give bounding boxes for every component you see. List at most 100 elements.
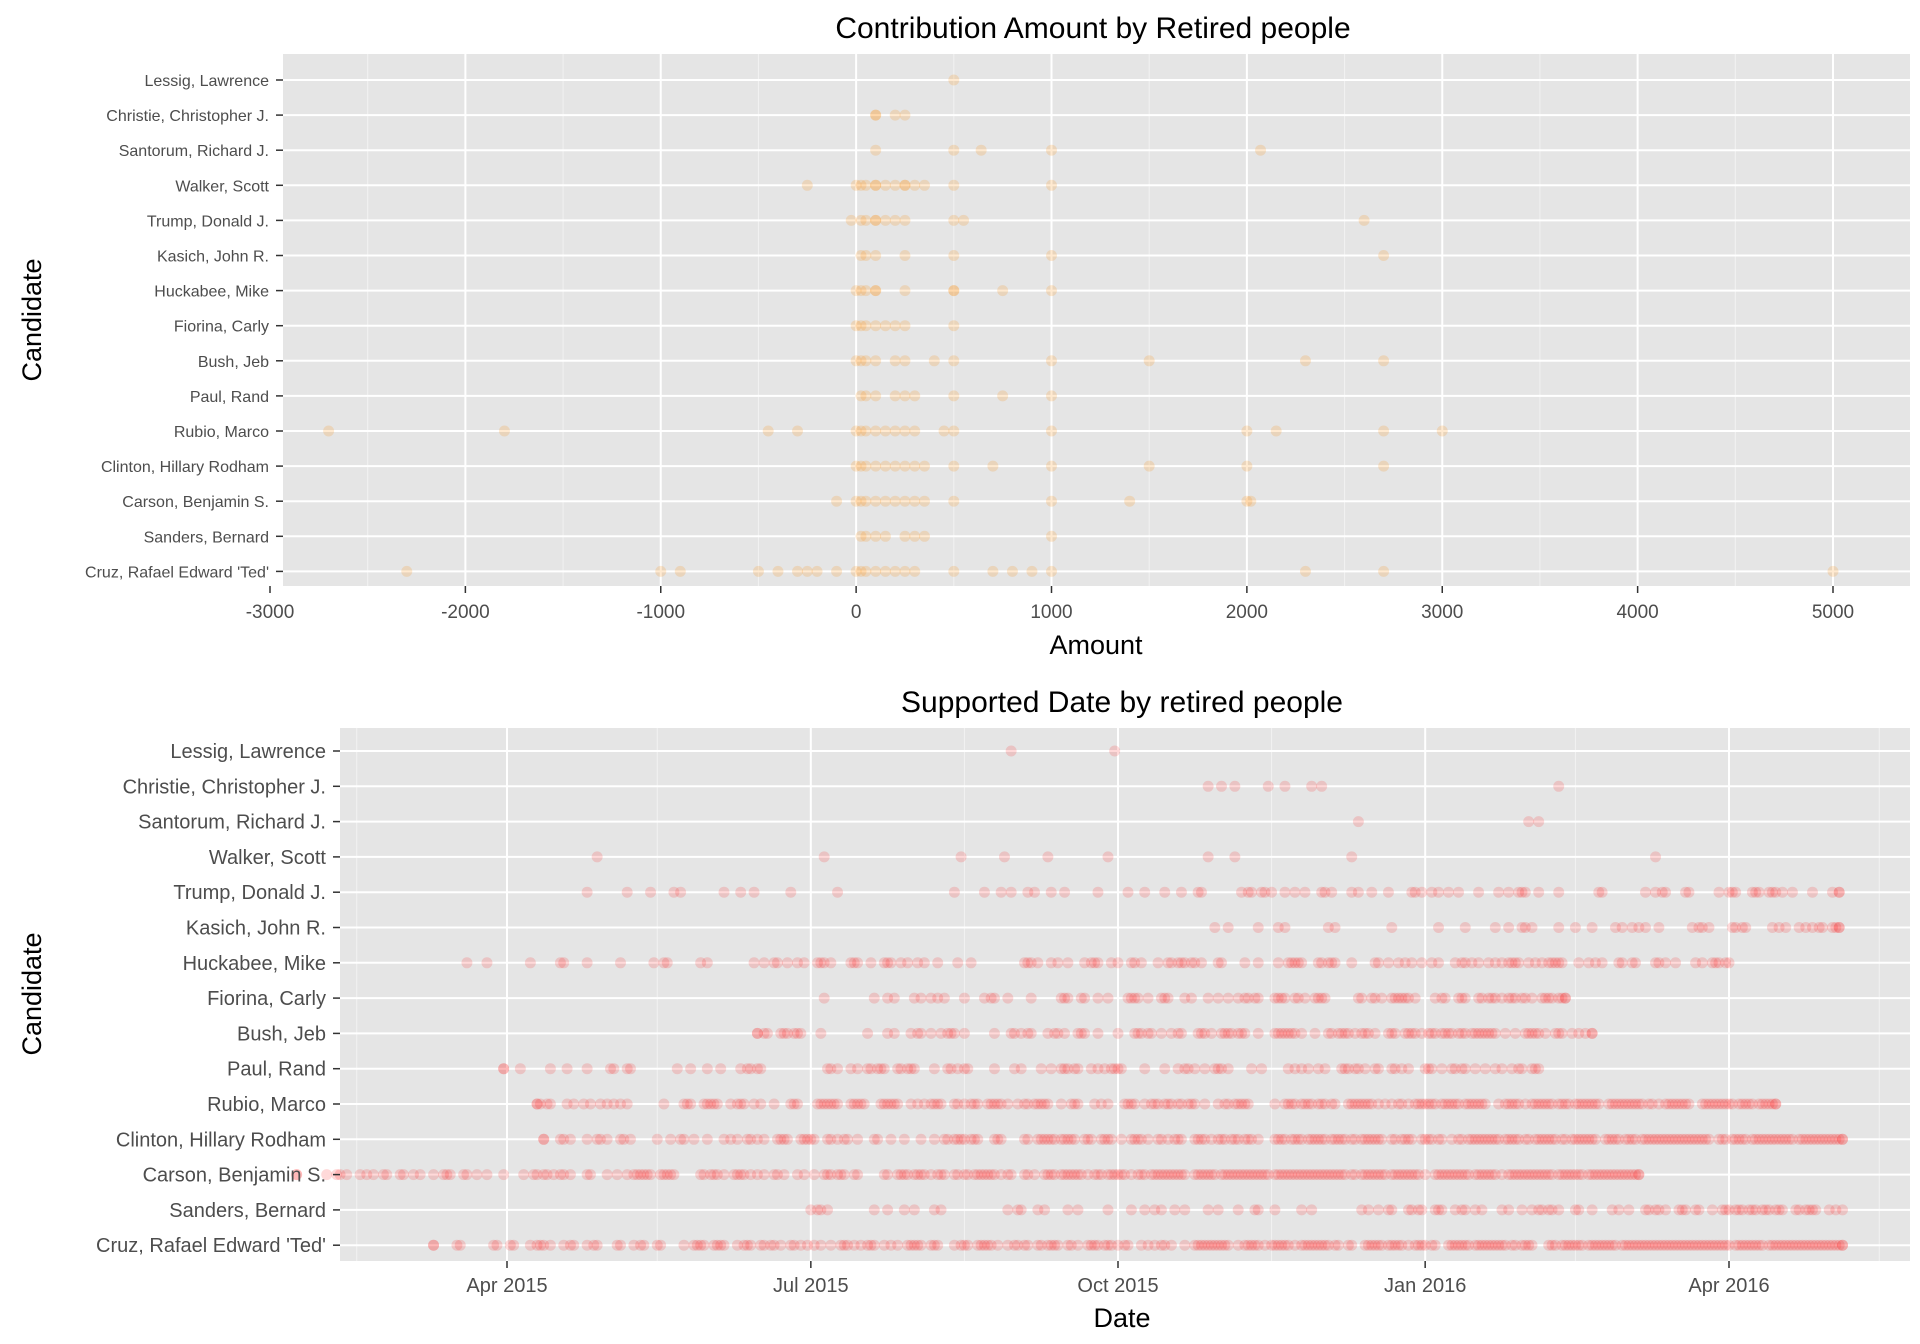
date-point <box>701 1063 713 1075</box>
date-point <box>1746 1098 1758 1110</box>
date-point <box>1372 1239 1384 1251</box>
date-point <box>1399 1169 1411 1181</box>
date-point <box>1723 957 1735 969</box>
date-point <box>908 1239 920 1251</box>
date-point <box>1109 745 1121 757</box>
date-point <box>1543 957 1555 969</box>
date-point <box>1453 886 1465 898</box>
date-point <box>1630 957 1642 969</box>
date-point <box>788 1239 800 1251</box>
date-point <box>1279 1027 1291 1039</box>
date-point <box>628 1169 640 1181</box>
y-tick-label: Lessig, Lawrence <box>170 741 326 763</box>
date-point <box>731 1169 743 1181</box>
date-point <box>1352 992 1364 1004</box>
date-point <box>1352 816 1364 828</box>
date-point <box>1356 1133 1368 1145</box>
amount-point <box>831 565 843 577</box>
amount-point <box>899 390 911 402</box>
date-point <box>1750 1133 1762 1145</box>
date-point <box>1653 1239 1665 1251</box>
date-point <box>1763 1098 1775 1110</box>
date-point <box>788 1098 800 1110</box>
date-point <box>768 1098 780 1110</box>
date-point <box>708 1239 720 1251</box>
date-point <box>1142 992 1154 1004</box>
date-point <box>985 1098 997 1110</box>
date-point <box>1092 1027 1104 1039</box>
date-point <box>1008 1027 1020 1039</box>
date-point <box>1396 1098 1408 1110</box>
date-point <box>708 1098 720 1110</box>
date-point <box>1149 1098 1161 1110</box>
date-point <box>1663 1133 1675 1145</box>
date-point <box>785 886 797 898</box>
date-point <box>1626 957 1638 969</box>
date-point <box>1640 1133 1652 1145</box>
date-point <box>1339 1063 1351 1075</box>
amount-point <box>879 320 891 332</box>
date-point <box>1519 992 1531 1004</box>
date-point <box>1589 1098 1601 1110</box>
date-point <box>1296 1098 1308 1110</box>
date-point <box>798 1169 810 1181</box>
date-point <box>1660 1133 1672 1145</box>
date-point <box>888 1098 900 1110</box>
date-point <box>635 1169 647 1181</box>
date-point <box>968 1169 980 1181</box>
date-point <box>1062 992 1074 1004</box>
date-point <box>1656 886 1668 898</box>
date-point <box>1246 886 1258 898</box>
date-point <box>1175 886 1187 898</box>
date-point <box>1032 1098 1044 1110</box>
date-point <box>1436 1098 1448 1110</box>
date-point <box>818 1098 830 1110</box>
amount-point <box>975 144 987 156</box>
date-point <box>1586 1027 1598 1039</box>
date-point <box>1469 1027 1481 1039</box>
amount-x-axis-label: Amount <box>1049 630 1143 660</box>
date-point <box>1019 1133 1031 1145</box>
date-point <box>1683 1133 1695 1145</box>
date-point <box>1319 992 1331 1004</box>
date-point <box>1589 1239 1601 1251</box>
date-point <box>858 1098 870 1110</box>
date-point <box>1219 1027 1231 1039</box>
date-point <box>588 1239 600 1251</box>
date-point <box>1256 886 1268 898</box>
date-point <box>952 1133 964 1145</box>
amount-point <box>870 425 882 437</box>
date-point <box>1543 1239 1555 1251</box>
date-point <box>1569 1133 1581 1145</box>
date-point <box>898 1204 910 1216</box>
date-point <box>1399 992 1411 1004</box>
date-point <box>885 1133 897 1145</box>
date-point <box>1189 957 1201 969</box>
date-point <box>918 1169 930 1181</box>
date-point <box>1406 1027 1418 1039</box>
date-point <box>1489 957 1501 969</box>
date-point <box>1583 1169 1595 1181</box>
date-point <box>1633 1169 1645 1181</box>
date-point <box>868 1239 880 1251</box>
date-point <box>1469 1133 1481 1145</box>
date-point <box>1065 1133 1077 1145</box>
date-point <box>1603 1133 1615 1145</box>
date-point <box>1586 1133 1598 1145</box>
date-point <box>1573 957 1585 969</box>
date-point <box>1402 1027 1414 1039</box>
date-point <box>1606 1133 1618 1145</box>
amount-point <box>870 495 882 507</box>
date-point <box>1793 1239 1805 1251</box>
date-point <box>1112 957 1124 969</box>
date-point <box>1112 1027 1124 1039</box>
date-point <box>1563 1098 1575 1110</box>
date-point <box>1456 1169 1468 1181</box>
date-point <box>1266 886 1278 898</box>
date-point <box>935 1098 947 1110</box>
date-point <box>1229 1169 1241 1181</box>
date-point <box>1189 1133 1201 1145</box>
date-point <box>1306 1169 1318 1181</box>
date-point <box>1593 1098 1605 1110</box>
date-point <box>291 1169 303 1181</box>
